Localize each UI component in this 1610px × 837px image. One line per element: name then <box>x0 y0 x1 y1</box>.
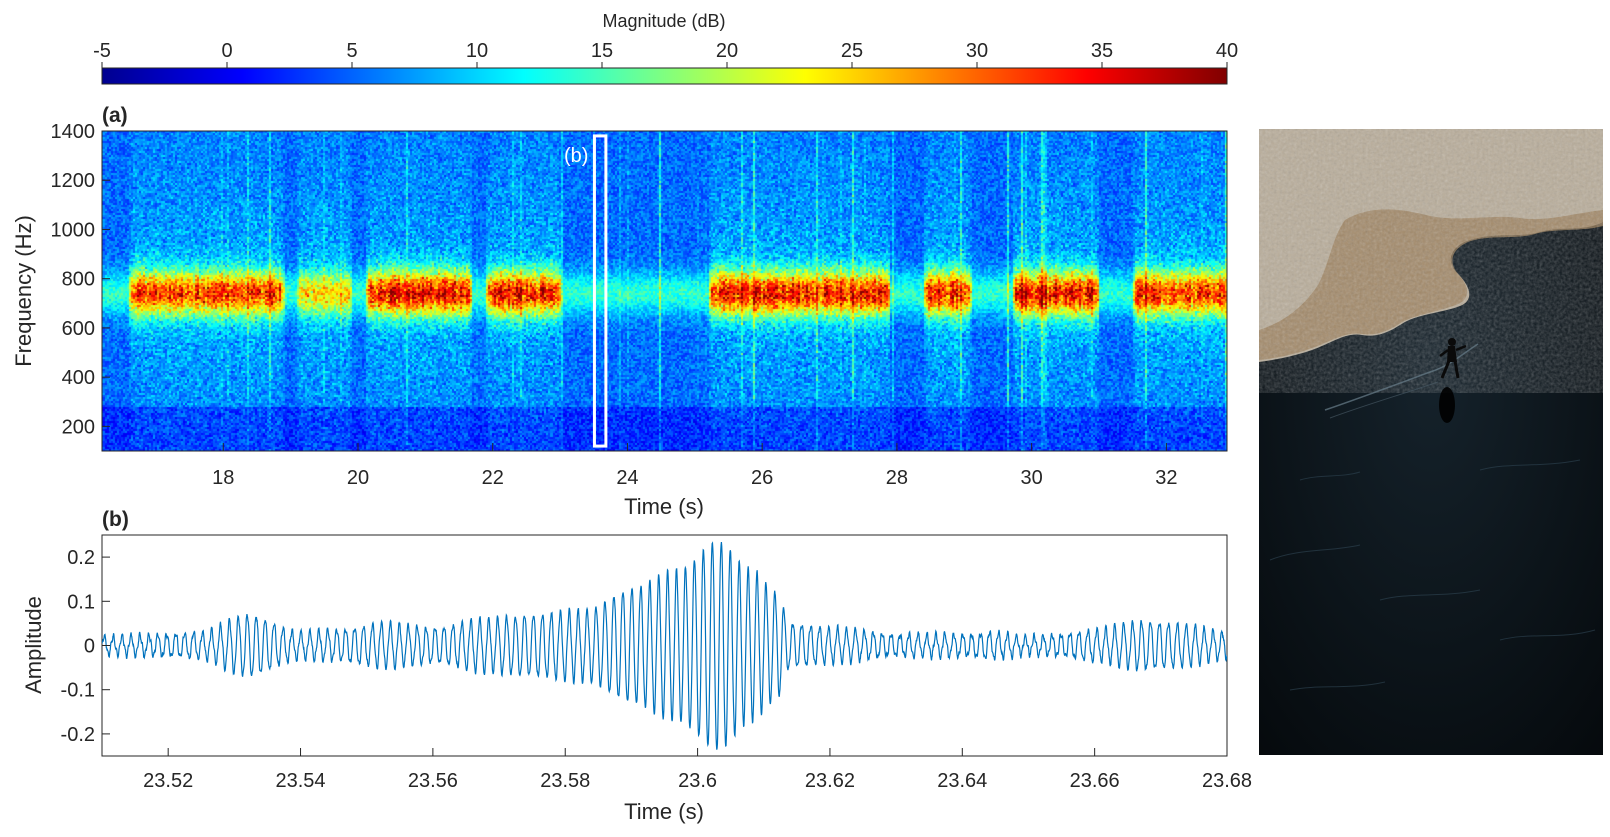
waveform-x-tick-label: 23.62 <box>805 770 855 792</box>
waveform-x-tick-label: 23.58 <box>540 770 590 792</box>
waveform-x-ticks: 23.52 23.54 23.56 23.58 23.6 23.62 23.64 23.66 2… <box>143 748 1252 792</box>
spectrogram-y-tick-label: 200 <box>62 416 95 438</box>
colorbar-gradient <box>101 67 1228 85</box>
waveform-x-tick-label: 23.64 <box>937 770 987 792</box>
photo-ice-cracks <box>1269 459 1596 691</box>
colorbar-tick-label: 10 <box>466 40 488 62</box>
spectrogram-y-ticks: 200 400 600 800 1000 1200 1400 <box>51 121 110 438</box>
colorbar-tick-label: 0 <box>221 40 232 62</box>
photo-skater <box>1439 338 1467 423</box>
colorbar-tick-label: 15 <box>591 40 613 62</box>
colorbar-label: Magnitude (dB) <box>602 11 725 31</box>
waveform-y-tick-label: 0.2 <box>67 547 95 569</box>
colorbar-tick-label: 40 <box>1216 40 1238 62</box>
spectrogram-y-tick-label: 400 <box>62 367 95 389</box>
waveform-y-tick-label: -0.1 <box>61 680 95 702</box>
spectrogram-x-tick-label: 32 <box>1155 467 1177 489</box>
colorbar-tick-label: 30 <box>966 40 988 62</box>
spectrogram-x-tick-label: 22 <box>482 467 504 489</box>
colorbar-tick-label: 35 <box>1091 40 1113 62</box>
spectrogram-image <box>102 131 1227 451</box>
spectrogram-x-ticks: 18 20 22 24 26 28 30 32 <box>212 443 1177 489</box>
spectrogram-x-tick-label: 26 <box>751 467 773 489</box>
waveform-series-line <box>102 541 1227 750</box>
waveform-frame <box>101 534 1228 757</box>
waveform-x-tick-label: 23.66 <box>1070 770 1120 792</box>
waveform-y-tick-label: -0.2 <box>61 724 95 746</box>
waveform-x-tick-label: 23.52 <box>143 770 193 792</box>
waveform-x-tick-label: 23.68 <box>1202 770 1252 792</box>
spectrogram-frame <box>101 130 1228 452</box>
waveform-x-label: Time (s) <box>624 799 704 824</box>
photo-shore-texture <box>1259 129 1603 369</box>
spectrogram-x-tick-label: 30 <box>1021 467 1043 489</box>
zoom-window-label: (b) <box>564 145 588 167</box>
spectrogram-y-tick-label: 600 <box>62 318 95 340</box>
spectrogram-panel: (a) (b) 18 20 22 24 26 28 30 32 200 400 600 800 100… <box>11 104 1228 519</box>
colorbar-tick-label: 25 <box>841 40 863 62</box>
spectrogram-y-tick-label: 1400 <box>51 121 96 143</box>
spectrogram-y-tick-label: 1200 <box>51 170 96 192</box>
spectrogram-y-tick-label: 1000 <box>51 219 96 241</box>
waveform-x-tick-label: 23.6 <box>678 770 717 792</box>
colorbar: Magnitude (dB) -5 0 5 10 15 20 25 30 35 40 <box>93 11 1238 85</box>
waveform-x-tick-label: 23.56 <box>408 770 458 792</box>
spectrogram-y-tick-label: 800 <box>62 269 95 291</box>
waveform-y-tick-label: 0.1 <box>67 591 95 613</box>
colorbar-tick-label: 20 <box>716 40 738 62</box>
colorbar-ticks: -5 0 5 10 15 20 25 30 35 40 <box>93 40 1238 68</box>
photo-skate-trail <box>1324 343 1479 411</box>
waveform-y-ticks: -0.2 -0.1 0 0.1 0.2 <box>61 547 110 746</box>
spectrogram-x-tick-label: 18 <box>212 467 234 489</box>
colorbar-tick-label: 5 <box>346 40 357 62</box>
waveform-x-tick-label: 23.54 <box>275 770 325 792</box>
spectrogram-x-tick-label: 20 <box>347 467 369 489</box>
spectrogram-x-tick-label: 24 <box>616 467 638 489</box>
drone-photo <box>1259 129 1603 755</box>
spectrogram-x-label: Time (s) <box>624 494 704 519</box>
spectrogram-y-label: Frequency (Hz) <box>11 215 36 367</box>
waveform-panel: (b) 23.52 23.54 23.56 23.58 23.6 23.62 23.64 23… <box>21 508 1252 824</box>
panel-a-label: (a) <box>102 104 128 127</box>
zoom-window-box <box>592 134 608 448</box>
colorbar-tick-label: -5 <box>93 40 111 62</box>
waveform-y-tick-label: 0 <box>84 636 95 658</box>
spectrogram-x-tick-label: 28 <box>886 467 908 489</box>
waveform-y-label: Amplitude <box>21 596 46 694</box>
photo-skate-trail-2 <box>1329 381 1439 419</box>
panel-b-label: (b) <box>102 508 129 531</box>
